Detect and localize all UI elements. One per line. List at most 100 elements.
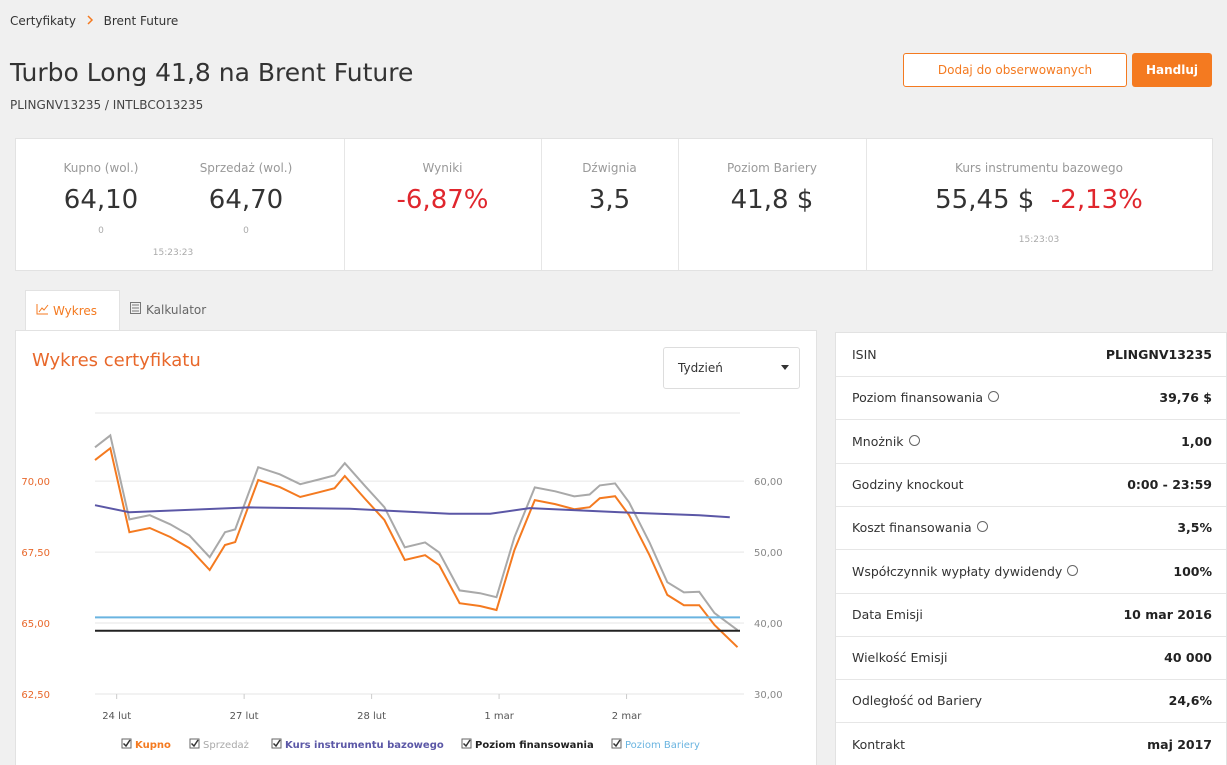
breadcrumb-chevron: [87, 15, 93, 25]
detail-label: Poziom finansowania: [852, 390, 1000, 406]
page-title: Turbo Long 41,8 na Brent Future: [10, 58, 414, 87]
detail-value: 1,00: [1181, 433, 1212, 449]
tab-label: Wykres: [53, 304, 98, 318]
trade-button[interactable]: Handluj: [1132, 53, 1212, 87]
series-line: [94, 433, 739, 631]
stat-label: Kupno (wol.): [63, 161, 139, 175]
x-tick-label: 1 mar: [484, 711, 514, 722]
period-select[interactable]: Tydzień: [663, 347, 800, 389]
detail-label: Koszt finansowania: [852, 520, 988, 535]
legend-check: [462, 739, 471, 748]
legend-check: [122, 739, 131, 748]
underlying-quote: 55,45 $ -2,13%: [866, 185, 1212, 215]
info-icon[interactable]: [988, 391, 1000, 403]
info-icon[interactable]: [908, 434, 920, 446]
legend-label: Kurs instrumentu bazowego: [285, 740, 444, 751]
detail-value: 3,5%: [1177, 520, 1212, 536]
detail-label: Godziny knockout: [852, 477, 964, 492]
chart-card: [15, 330, 817, 765]
legend-check: [190, 739, 199, 748]
info-icon[interactable]: [976, 521, 988, 533]
legend-label: Poziom finansowania: [475, 740, 594, 751]
legend-label: Sprzedaż: [203, 740, 249, 751]
tab-active[interactable]: Wykres: [25, 290, 120, 332]
legend-checkbox[interactable]: [121, 738, 132, 749]
stat-label: Wyniki: [422, 161, 463, 175]
stat-value: 41,8 $: [730, 185, 814, 215]
y2-tick-label: 50,00: [754, 548, 783, 559]
y2-tick-label: 60,00: [754, 477, 783, 488]
detail-row: Mnożnik 1,00: [836, 420, 1226, 464]
button-label: Dodaj do obserwowanych: [937, 63, 1093, 77]
select-label: Tydzień: [678, 361, 723, 375]
tab[interactable]: Kalkulator: [130, 290, 206, 330]
page-subtitle: PLINGNV13235 / INTLBCO13235: [10, 98, 204, 112]
detail-label-text: Odległość od Bariery: [852, 693, 983, 709]
breadcrumb-current: Brent Future: [103, 14, 179, 28]
watch-button[interactable]: Dodaj do obserwowanych: [903, 53, 1127, 87]
detail-label-text: Współczynnik wypłaty dywidendy: [852, 563, 1063, 579]
detail-label-text: Mnożnik: [852, 433, 904, 449]
x-tick-label: 27 lut: [230, 711, 259, 722]
detail-label: Odległość od Bariery: [852, 693, 982, 708]
chart-title: Wykres certyfikatu: [32, 350, 201, 371]
stat-value: 3,5: [588, 185, 631, 215]
stat-change: -2,13%: [1050, 185, 1143, 215]
x-tick-label: 24 lut: [102, 711, 131, 722]
y2-tick-label: 40,00: [754, 619, 783, 630]
x-tick-label: 28 lut: [357, 711, 386, 722]
x-tick-label: 2 mar: [612, 711, 642, 722]
stat-time: 15:23:23: [152, 248, 194, 258]
detail-label-text: Wielkość Emisji: [852, 650, 948, 666]
detail-value: 10 mar 2016: [1123, 606, 1212, 622]
y-tick-label: 67,50: [21, 548, 50, 559]
detail-label-text: Poziom finansowania: [852, 390, 984, 406]
tab-icon: [130, 302, 141, 314]
detail-row: Wielkość Emisji 40 000: [836, 636, 1226, 681]
breadcrumb: Certyfikaty Brent Future: [10, 14, 178, 28]
button-label: Handluj: [1145, 63, 1199, 77]
detail-label-text: Koszt finansowania: [852, 520, 972, 536]
legend-check: [612, 739, 621, 748]
legend-check: [272, 739, 281, 748]
detail-label-text: Godziny knockout: [852, 476, 964, 492]
detail-value: 24,6%: [1168, 693, 1212, 709]
detail-row: Poziom finansowania 39,76 $: [836, 376, 1226, 421]
detail-label: ISIN: [852, 347, 877, 362]
detail-row: ISIN PLINGNV13235: [836, 333, 1226, 377]
detail-label: Kontrakt: [852, 737, 905, 752]
tab-icon: [36, 304, 49, 315]
detail-label: Wielkość Emisji: [852, 650, 948, 665]
select-caret: [781, 365, 789, 370]
tab-label: Kalkulator: [146, 303, 207, 317]
detail-label: Data Emisji: [852, 607, 923, 622]
legend-label: Poziom Bariery: [625, 740, 700, 751]
detail-value: 40 000: [1164, 650, 1212, 666]
legend-checkbox[interactable]: [461, 738, 472, 749]
stat-volume: 0: [98, 226, 104, 236]
legend-label: Kupno: [135, 740, 171, 751]
detail-value: maj 2017: [1147, 736, 1212, 752]
detail-value: PLINGNV13235: [1105, 347, 1212, 362]
detail-row: Odległość od Bariery 24,6%: [836, 679, 1226, 724]
y-tick-label: 62,50: [21, 690, 50, 701]
series-line: [94, 504, 730, 519]
detail-label-text: ISIN: [852, 347, 877, 362]
detail-row: Godziny knockout 0:00 - 23:59: [836, 463, 1226, 507]
legend-checkbox[interactable]: [271, 738, 282, 749]
stat-value: 64,10: [63, 185, 139, 215]
legend-checkbox[interactable]: [189, 738, 200, 749]
info-icon[interactable]: [1067, 564, 1079, 576]
detail-row: Kontrakt maj 2017: [836, 723, 1226, 765]
stat-time: 15:23:03: [1018, 235, 1060, 245]
y-tick-label: 70,00: [21, 477, 50, 488]
breadcrumb-link[interactable]: Certyfikaty: [10, 14, 76, 28]
detail-label: Mnożnik: [852, 434, 920, 449]
y2-tick-label: 30,00: [754, 690, 783, 701]
details-card: ISIN PLINGNV13235 Poziom finansowania 39,76…: [835, 332, 1227, 765]
legend-checkbox[interactable]: [611, 738, 622, 749]
stat-volume: 0: [243, 226, 249, 236]
stats-card: Kupno (wol.) 64,10 0 Sprzedaż (wol.) 64,…: [15, 138, 1213, 271]
stat-label: Kurs instrumentu bazowego: [955, 161, 1123, 175]
